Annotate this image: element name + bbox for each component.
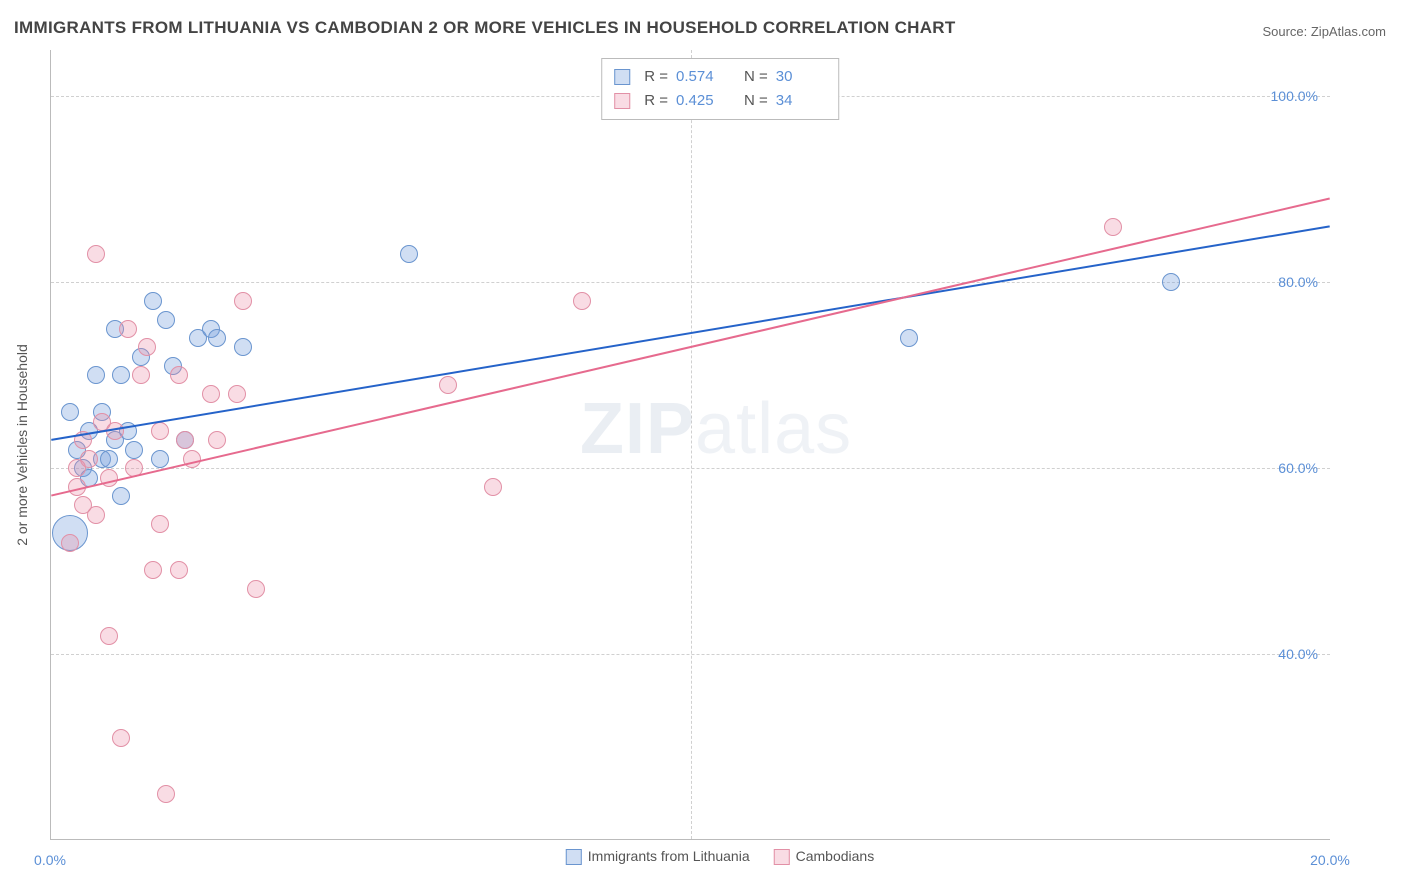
stats-legend-row: R = 0.425 N = 34 <box>614 89 826 113</box>
x-tick-label: 20.0% <box>1310 852 1350 868</box>
data-point <box>208 431 226 449</box>
watermark: ZIPatlas <box>580 388 852 470</box>
y-tick-label: 40.0% <box>1278 646 1318 662</box>
data-point <box>151 450 169 468</box>
stat-n-value: 30 <box>776 65 826 89</box>
data-point <box>151 515 169 533</box>
data-point <box>68 478 86 496</box>
stat-r-label: R = <box>644 89 668 113</box>
y-tick-label: 80.0% <box>1278 274 1318 290</box>
data-point <box>87 506 105 524</box>
y-tick-label: 60.0% <box>1278 460 1318 476</box>
stat-r-value: 0.574 <box>676 65 726 89</box>
data-point <box>100 469 118 487</box>
plot-area: ZIPatlas 40.0% 60.0% 80.0% 100.0% <box>50 50 1330 840</box>
data-point <box>1162 273 1180 291</box>
stats-legend-row: R = 0.574 N = 30 <box>614 65 826 89</box>
data-point <box>157 311 175 329</box>
data-point <box>234 338 252 356</box>
data-point <box>87 245 105 263</box>
chart-container: 2 or more Vehicles in Household ZIPatlas… <box>50 50 1390 840</box>
y-tick-label: 100.0% <box>1271 88 1318 104</box>
x-tick-label: 0.0% <box>34 852 66 868</box>
data-point <box>208 329 226 347</box>
data-point <box>119 320 137 338</box>
data-point <box>247 580 265 598</box>
data-point <box>87 366 105 384</box>
data-point <box>176 431 194 449</box>
data-point <box>61 403 79 421</box>
data-point <box>170 561 188 579</box>
data-point <box>400 245 418 263</box>
data-point <box>100 450 118 468</box>
data-point <box>1104 218 1122 236</box>
legend-swatch <box>566 849 582 865</box>
stats-legend: R = 0.574 N = 30 R = 0.425 N = 34 <box>601 58 839 120</box>
data-point <box>151 422 169 440</box>
data-point <box>144 292 162 310</box>
gridline-v <box>691 50 692 839</box>
series-legend: Immigrants from Lithuania Cambodians <box>566 848 874 865</box>
series-legend-item: Cambodians <box>774 848 875 865</box>
data-point <box>138 338 156 356</box>
data-point <box>157 785 175 803</box>
watermark-thin: atlas <box>695 389 852 469</box>
data-point <box>202 385 220 403</box>
legend-swatch <box>614 69 630 85</box>
y-axis-label: 2 or more Vehicles in Household <box>14 344 30 546</box>
data-point <box>125 459 143 477</box>
stat-r-label: R = <box>644 65 668 89</box>
data-point <box>112 366 130 384</box>
source-attribution: Source: ZipAtlas.com <box>1262 24 1386 39</box>
data-point <box>183 450 201 468</box>
stat-n-label: N = <box>744 89 768 113</box>
series-legend-item: Immigrants from Lithuania <box>566 848 750 865</box>
data-point <box>228 385 246 403</box>
data-point <box>900 329 918 347</box>
data-point <box>100 627 118 645</box>
data-point <box>112 487 130 505</box>
stat-n-value: 34 <box>776 89 826 113</box>
data-point <box>125 441 143 459</box>
chart-title: IMMIGRANTS FROM LITHUANIA VS CAMBODIAN 2… <box>14 18 956 38</box>
series-legend-label: Immigrants from Lithuania <box>588 848 750 864</box>
data-point <box>112 729 130 747</box>
data-point <box>439 376 457 394</box>
data-point <box>144 561 162 579</box>
data-point <box>106 422 124 440</box>
data-point <box>80 450 98 468</box>
watermark-bold: ZIP <box>580 389 695 469</box>
legend-swatch <box>774 849 790 865</box>
stat-r-value: 0.425 <box>676 89 726 113</box>
data-point <box>132 366 150 384</box>
data-point <box>74 431 92 449</box>
data-point <box>170 366 188 384</box>
data-point <box>573 292 591 310</box>
data-point <box>61 534 79 552</box>
legend-swatch <box>614 93 630 109</box>
stat-n-label: N = <box>744 65 768 89</box>
data-point <box>234 292 252 310</box>
series-legend-label: Cambodians <box>796 848 875 864</box>
data-point <box>484 478 502 496</box>
